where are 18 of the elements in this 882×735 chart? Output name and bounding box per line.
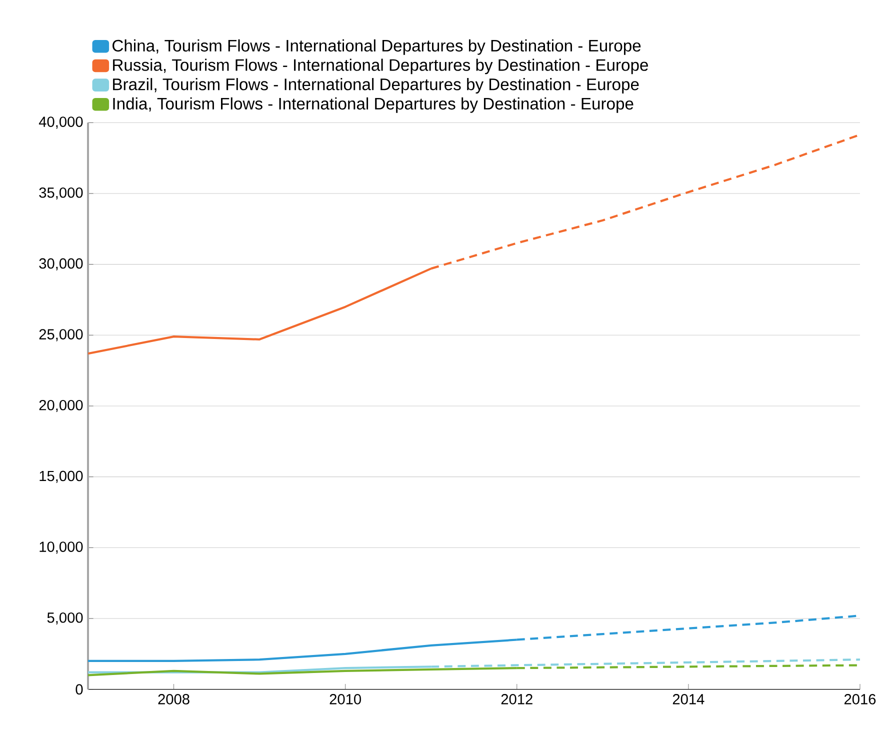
x-tick-label: 2010 — [330, 694, 361, 705]
y-tick-label: 10,000 — [40, 542, 83, 554]
legend-label: Russia, Tourism Flows - International Departures by Destination - Europe — [113, 58, 648, 74]
y-tick-label: 20,000 — [39, 400, 83, 412]
y-tick-label: 40,000 — [38, 116, 83, 129]
y-tick-label: 35,000 — [39, 188, 83, 200]
x-tick-label: 2012 — [501, 694, 532, 705]
y-tick-label: 0 — [76, 684, 83, 695]
x-tick-label: 2016 — [844, 694, 876, 705]
y-tick-label: 30,000 — [39, 258, 83, 271]
x-tick-label: 2014 — [672, 694, 704, 705]
legend-label: China, Tourism Flows - International Departures by Destination - Europe — [112, 40, 641, 56]
y-tick-label: 15,000 — [40, 470, 83, 484]
legend-label: Brazil, Tourism Flows - International Departures by Destination - Europe — [113, 78, 639, 94]
x-tick-label: 2008 — [158, 694, 190, 705]
legend-label: India, Tourism Flows - International Departures by Destination - Europe — [113, 98, 634, 114]
y-tick-label: 25,000 — [39, 329, 83, 342]
y-tick-label: 5,000 — [47, 612, 83, 625]
